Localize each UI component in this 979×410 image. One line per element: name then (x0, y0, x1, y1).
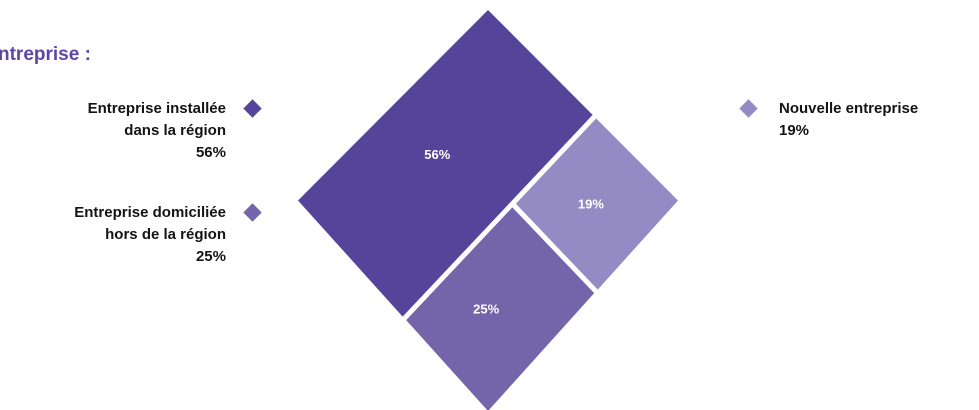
legend-label-line: hors de la région (105, 226, 226, 243)
legend-value: 56% (195, 144, 226, 161)
legend-label-line: dans la région (124, 122, 226, 139)
legend-label: Entreprise domiciliée hors de la région … (74, 202, 226, 268)
data-label-domiciled: 25% (473, 301, 499, 316)
chart-heading: ntreprise : (0, 44, 91, 65)
legend-value: 25% (195, 248, 226, 265)
legend-label: Entreprise installée dans la région 56% (88, 98, 226, 164)
legend-item-new: Nouvelle entreprise 19% (738, 98, 918, 142)
legend-value: 19% (779, 122, 810, 139)
legend-item-installed: Entreprise installée dans la région 56% (88, 98, 262, 164)
segment-domiciled (406, 207, 595, 410)
legend-item-domiciled: Entreprise domiciliée hors de la région … (74, 202, 262, 268)
legend-label-line: Entreprise domiciliée (74, 204, 226, 221)
legend-label-line: Entreprise installée (87, 100, 226, 117)
segment-new (515, 118, 678, 290)
data-label-installed: 56% (424, 147, 450, 162)
segment-installed (298, 10, 593, 317)
legend-label: Nouvelle entreprise 19% (779, 98, 918, 142)
data-label-new: 19% (578, 197, 604, 212)
legend-label-line: Nouvelle entreprise (779, 100, 919, 117)
